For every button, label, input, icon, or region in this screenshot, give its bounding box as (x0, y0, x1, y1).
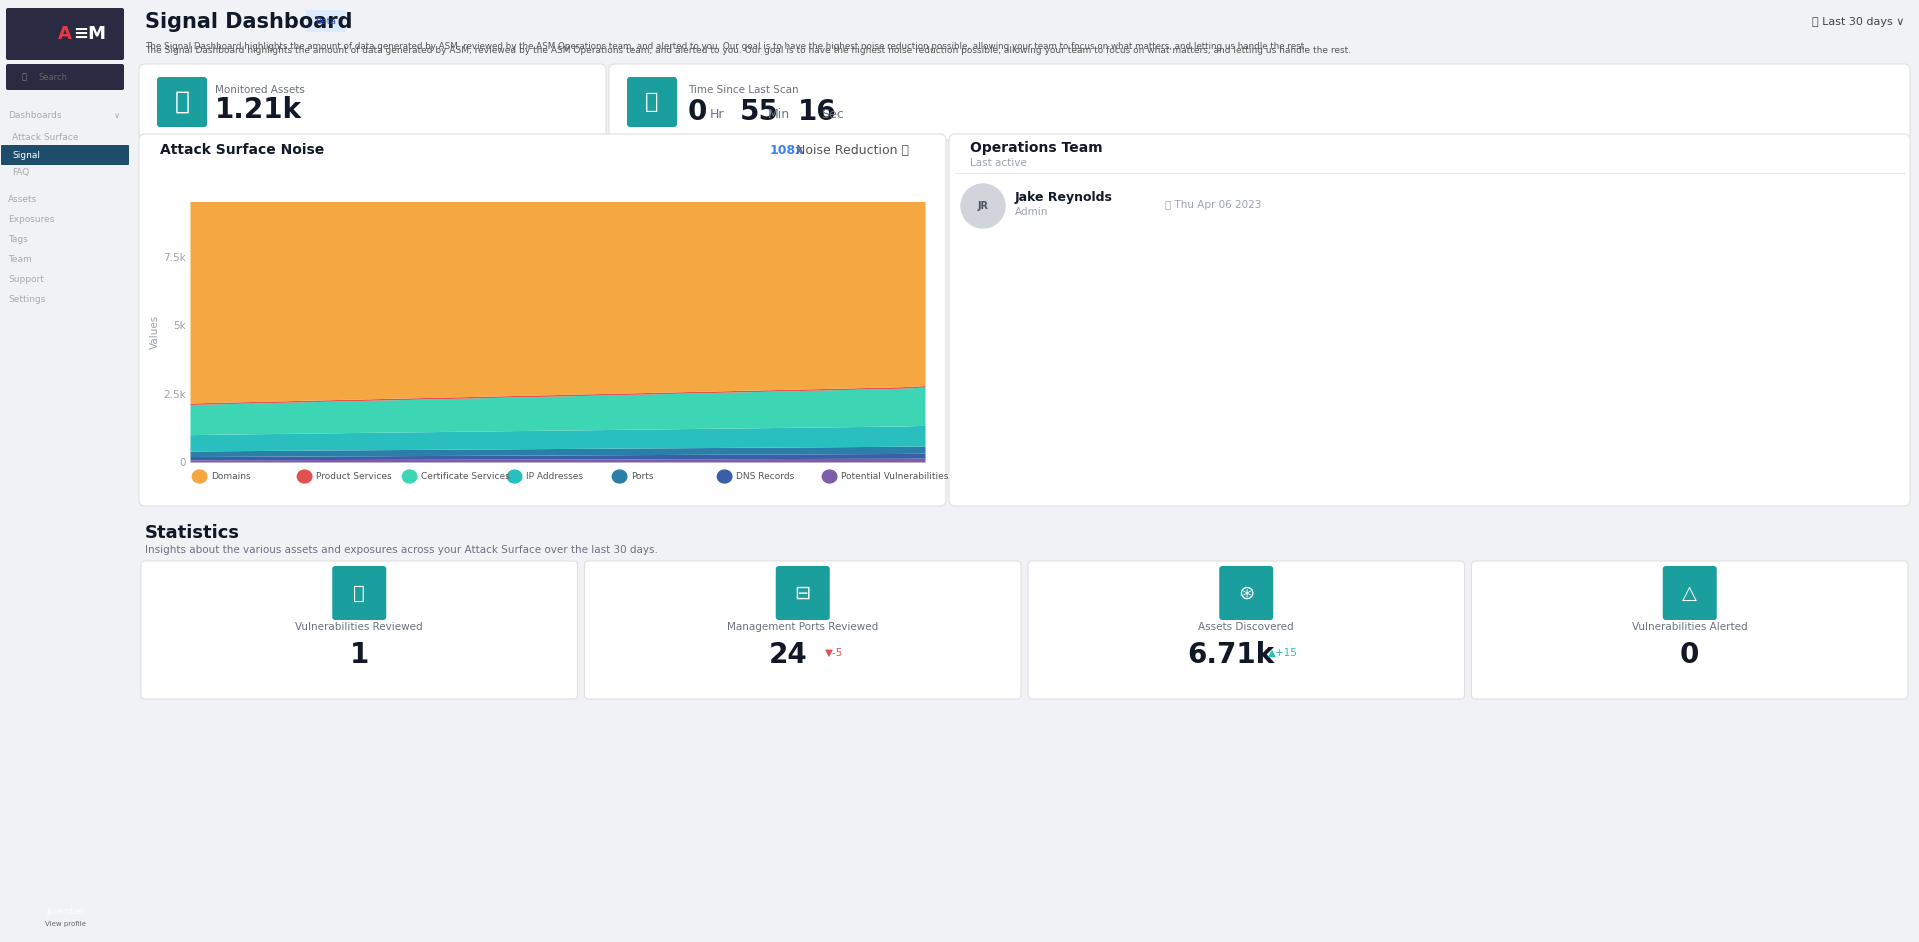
Circle shape (192, 470, 207, 483)
Circle shape (403, 470, 416, 483)
Text: ⏰ Last 30 days ∨: ⏰ Last 30 days ∨ (1812, 17, 1904, 27)
Text: Statistics: Statistics (146, 524, 240, 542)
Text: Potential Vulnerabilities: Potential Vulnerabilities (841, 472, 948, 481)
Y-axis label: Values: Values (150, 315, 161, 349)
Text: ⏱: ⏱ (645, 92, 658, 112)
Circle shape (507, 470, 522, 483)
FancyBboxPatch shape (305, 10, 345, 32)
Text: JR: JR (977, 201, 988, 211)
Text: 0: 0 (689, 98, 708, 126)
Text: Dashboards: Dashboards (8, 110, 61, 120)
Text: 1.21k: 1.21k (215, 96, 301, 124)
FancyBboxPatch shape (157, 77, 207, 127)
Text: ⊟: ⊟ (794, 583, 812, 603)
Text: Min: Min (768, 107, 791, 121)
Text: IP Addresses: IP Addresses (526, 472, 583, 481)
FancyBboxPatch shape (6, 8, 125, 60)
Text: Time Since Last Scan: Time Since Last Scan (689, 85, 798, 95)
FancyBboxPatch shape (1029, 561, 1464, 699)
Text: DNS Records: DNS Records (737, 472, 794, 481)
Text: Tags: Tags (8, 236, 27, 245)
Text: Domains: Domains (211, 472, 251, 481)
FancyBboxPatch shape (775, 566, 829, 620)
Text: Jake Reynolds: Jake Reynolds (1015, 191, 1113, 204)
Text: △: △ (1683, 583, 1696, 603)
FancyBboxPatch shape (6, 64, 125, 90)
Text: Noise Reduction ⓘ: Noise Reduction ⓘ (793, 143, 910, 156)
FancyBboxPatch shape (138, 64, 606, 140)
Circle shape (961, 184, 1006, 228)
Text: Hr: Hr (710, 107, 725, 121)
FancyBboxPatch shape (1662, 566, 1718, 620)
Text: Attack Surface: Attack Surface (12, 133, 79, 141)
Text: Last active: Last active (969, 158, 1027, 168)
Text: ⌕: ⌕ (175, 90, 190, 114)
Text: 24: 24 (768, 641, 808, 669)
Text: Search: Search (38, 73, 67, 82)
Text: Sec: Sec (821, 107, 844, 121)
FancyBboxPatch shape (608, 64, 1909, 140)
Text: 55: 55 (741, 98, 779, 126)
Text: ∨: ∨ (113, 110, 121, 120)
Text: Assets Discovered: Assets Discovered (1199, 622, 1293, 632)
Text: Settings: Settings (8, 296, 46, 304)
Text: Ports: Ports (631, 472, 654, 481)
Text: Certificate Services: Certificate Services (420, 472, 510, 481)
Text: Product Services: Product Services (317, 472, 391, 481)
Circle shape (823, 470, 837, 483)
Circle shape (718, 470, 731, 483)
Text: Team: Team (8, 255, 33, 265)
Text: ≡M: ≡M (73, 25, 106, 43)
Text: Assets: Assets (8, 196, 36, 204)
Text: 🔍: 🔍 (21, 73, 27, 82)
FancyBboxPatch shape (2, 145, 129, 165)
Text: 1: 1 (349, 641, 368, 669)
Text: Insights about the various assets and exposures across your Attack Surface over : Insights about the various assets and ex… (146, 545, 658, 555)
Text: ▼-5: ▼-5 (825, 648, 842, 658)
FancyBboxPatch shape (140, 561, 578, 699)
Text: ⊛: ⊛ (1238, 583, 1255, 603)
Text: View profile: View profile (44, 921, 86, 927)
Text: Exposures: Exposures (8, 216, 54, 224)
Text: 6.71k: 6.71k (1188, 641, 1274, 669)
Text: Vulnerabilities Alerted: Vulnerabilities Alerted (1631, 622, 1748, 632)
Text: A: A (58, 25, 71, 43)
Text: Support: Support (8, 275, 44, 284)
FancyBboxPatch shape (585, 561, 1021, 699)
Text: ⏰ Thu Apr 06 2023: ⏰ Thu Apr 06 2023 (1165, 200, 1261, 210)
Text: ▲+15: ▲+15 (1268, 648, 1297, 658)
FancyBboxPatch shape (628, 77, 677, 127)
Circle shape (612, 470, 628, 483)
Text: 0: 0 (1679, 641, 1700, 669)
Text: Management Ports Reviewed: Management Ports Reviewed (727, 622, 879, 632)
Text: ⌕: ⌕ (353, 583, 365, 603)
Text: Attack Surface Noise: Attack Surface Noise (159, 143, 324, 157)
Text: Operations Team: Operations Team (969, 141, 1103, 155)
Text: 108x: 108x (770, 143, 804, 156)
Text: jkramber: jkramber (46, 907, 84, 917)
Text: The Signal Dashboard highlights the amount of data generated by ASM, reviewed by: The Signal Dashboard highlights the amou… (146, 42, 1307, 51)
Text: Admin: Admin (1015, 207, 1048, 217)
Text: The Signal Dashboard highlights the amount of data generated by ASM, reviewed by: The Signal Dashboard highlights the amou… (146, 46, 1351, 55)
Text: 16: 16 (798, 98, 837, 126)
Text: Monitored Assets: Monitored Assets (215, 85, 305, 95)
Text: Signal: Signal (12, 151, 40, 159)
Circle shape (297, 470, 313, 483)
Text: FAQ: FAQ (12, 169, 29, 177)
Text: Vulnerabilities Reviewed: Vulnerabilities Reviewed (296, 622, 422, 632)
FancyBboxPatch shape (1219, 566, 1272, 620)
FancyBboxPatch shape (950, 134, 1909, 506)
FancyBboxPatch shape (138, 134, 946, 506)
FancyBboxPatch shape (332, 566, 386, 620)
FancyBboxPatch shape (1472, 561, 1907, 699)
Text: Beta: Beta (315, 17, 336, 25)
Text: Signal Dashboard: Signal Dashboard (146, 12, 353, 32)
